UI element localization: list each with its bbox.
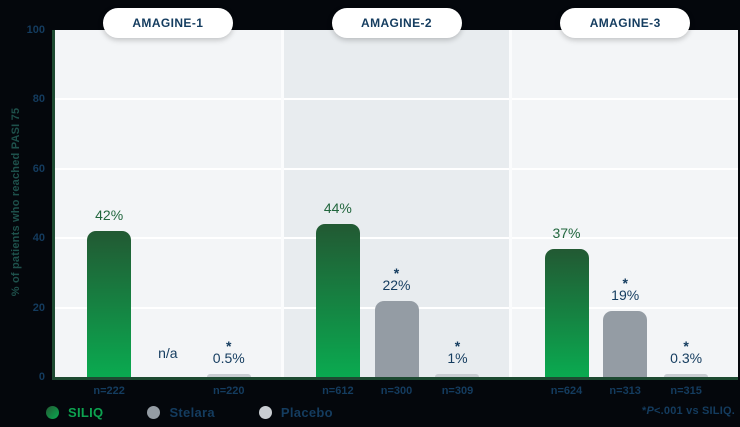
- legend-item-placebo: Placebo: [258, 404, 333, 420]
- panel-amagine-1: AMAGINE-1 42% n=222 n/a * 0.5% n=220: [55, 8, 281, 397]
- legend-dot-siliq-icon: [46, 405, 59, 419]
- y-tick-60: 60: [32, 162, 45, 175]
- significance-asterisk: *: [226, 338, 232, 354]
- value-text: 19%: [611, 287, 640, 303]
- value-label-stelara-amagine-3: * 19%: [585, 275, 665, 303]
- value-text: 42%: [95, 207, 124, 223]
- legend-dot-placebo-icon: [258, 405, 272, 419]
- value-label-siliq-amagine-1: 42%: [69, 208, 149, 223]
- gridline-40: [55, 237, 281, 240]
- study-pill-amagine-1: AMAGINE-1: [102, 8, 233, 38]
- value-text: 0.5%: [212, 350, 245, 366]
- value-label-placebo-amagine-2: * 1%: [417, 338, 497, 366]
- n-label-siliq-amagine-3: n=624: [550, 385, 583, 397]
- value-label-stelara-amagine-1: n/a: [128, 346, 208, 361]
- y-tick-40: 40: [32, 232, 45, 245]
- footnote-star: *: [642, 405, 647, 417]
- study-pill-amagine-3: AMAGINE-3: [560, 8, 691, 38]
- gridline-40: [283, 237, 510, 240]
- bar-siliq-amagine-1: [87, 231, 132, 377]
- n-label-placebo-amagine-3: n=315: [670, 385, 702, 397]
- value-text: n/a: [158, 345, 178, 361]
- significance-asterisk: *: [622, 275, 628, 291]
- y-tick-20: 20: [32, 301, 45, 314]
- bar-siliq-amagine-2: [315, 224, 360, 377]
- y-tick-0: 0: [38, 371, 45, 383]
- bar-placebo-amagine-2: [435, 374, 480, 377]
- gridline-60: [283, 167, 510, 170]
- footnote: *P<.001 vs SILIQ.: [642, 405, 735, 417]
- value-label-placebo-amagine-1: * 0.5%: [189, 338, 269, 366]
- gridline-80: [55, 98, 281, 101]
- legend-item-stelara: Stelara: [147, 404, 215, 420]
- n-label-stelara-amagine-2: n=300: [380, 385, 413, 397]
- gridline-20: [512, 306, 739, 309]
- n-label-stelara-amagine-3: n=313: [609, 385, 641, 397]
- gridline-80: [283, 98, 510, 101]
- gridline-40: [512, 237, 739, 240]
- n-label-placebo-amagine-2: n=309: [441, 385, 474, 397]
- legend-label-placebo: Placebo: [280, 404, 333, 420]
- bar-stelara-amagine-2: [374, 301, 419, 377]
- y-tick-100: 100: [26, 24, 45, 36]
- gridline-20: [55, 306, 281, 309]
- panel-amagine-2: AMAGINE-2 44% n=612 * 22% n=300 * 1% n=309: [283, 8, 510, 397]
- bar-placebo-amagine-1: [206, 374, 251, 377]
- significance-asterisk: *: [393, 265, 400, 281]
- significance-asterisk: *: [683, 338, 689, 354]
- value-text: 1%: [447, 350, 468, 366]
- value-text: 44%: [323, 200, 352, 216]
- bar-placebo-amagine-3: [664, 374, 709, 377]
- plot-area: AMAGINE-1 42% n=222 n/a * 0.5% n=220 AMAGINE-2 4…: [52, 8, 739, 397]
- value-label-siliq-amagine-3: 37%: [527, 226, 607, 241]
- gridline-80: [512, 98, 739, 101]
- footnote-p: P: [646, 405, 655, 417]
- y-axis-title: % of patients who reached PASI 75: [10, 107, 22, 297]
- bar-stelara-amagine-3: [603, 311, 648, 377]
- legend-dot-stelara-icon: [147, 405, 161, 419]
- panel-amagine-3: AMAGINE-3 37% n=624 * 19% n=313 * 0.3% n=315: [512, 8, 739, 397]
- bar-siliq-amagine-3: [544, 249, 589, 377]
- y-tick-80: 80: [32, 93, 45, 106]
- value-text: 22%: [382, 277, 411, 293]
- value-label-stelara-amagine-2: * 22%: [357, 265, 437, 293]
- gridline-60: [55, 167, 281, 170]
- study-pill-amagine-2: AMAGINE-2: [331, 8, 462, 38]
- chart-legend: SILIQ Stelara Placebo: [46, 403, 333, 421]
- gridline-60: [512, 167, 739, 170]
- legend-label-stelara: Stelara: [169, 404, 215, 420]
- significance-asterisk: *: [454, 338, 461, 354]
- n-label-siliq-amagine-1: n=222: [93, 385, 125, 397]
- value-label-siliq-amagine-2: 44%: [298, 201, 378, 216]
- n-label-siliq-amagine-2: n=612: [322, 385, 354, 397]
- legend-label-siliq: SILIQ: [68, 404, 104, 420]
- value-label-placebo-amagine-3: * 0.3%: [646, 338, 726, 366]
- value-text: 0.3%: [670, 350, 703, 366]
- legend-item-siliq: SILIQ: [46, 405, 103, 420]
- footnote-rest: <.001 vs SILIQ.: [654, 405, 735, 417]
- n-label-placebo-amagine-1: n=220: [213, 385, 245, 397]
- value-text: 37%: [552, 225, 581, 241]
